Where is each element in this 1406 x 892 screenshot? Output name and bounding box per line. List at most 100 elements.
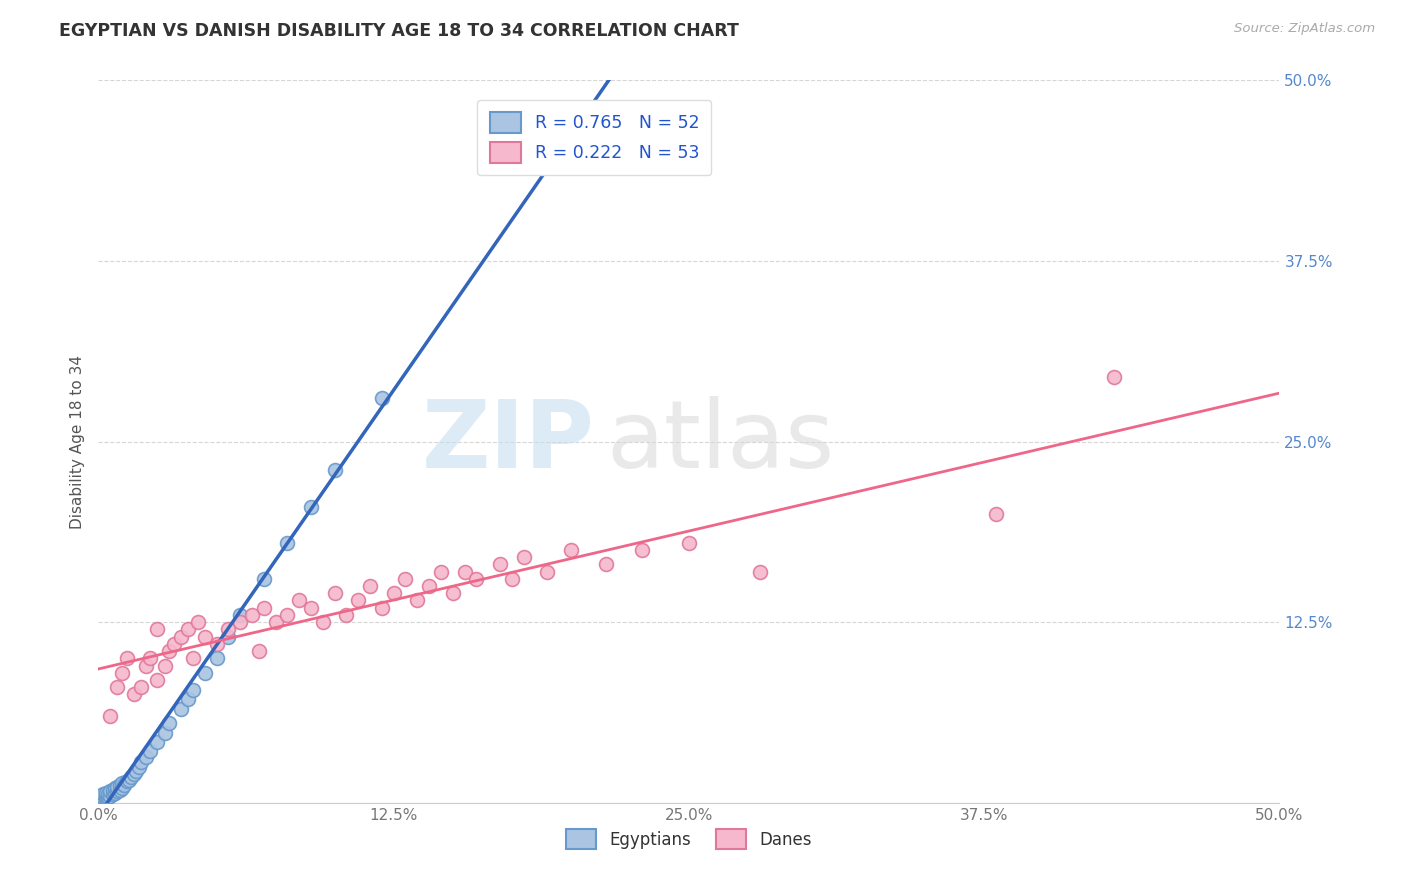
- Point: [170, 630, 193, 644]
- Point: [94, 789, 117, 803]
- Point: [371, 600, 394, 615]
- Point: [441, 586, 464, 600]
- Point: [139, 744, 162, 758]
- Point: [194, 630, 217, 644]
- Point: [122, 687, 145, 701]
- Point: [98, 709, 121, 723]
- Point: [135, 658, 157, 673]
- Point: [489, 558, 512, 572]
- Point: [111, 775, 134, 789]
- Point: [347, 593, 370, 607]
- Point: [94, 791, 117, 805]
- Point: [288, 593, 311, 607]
- Point: [560, 110, 582, 124]
- Point: [253, 600, 276, 615]
- Point: [512, 550, 534, 565]
- Point: [205, 651, 228, 665]
- Point: [87, 791, 110, 805]
- Point: [112, 779, 135, 793]
- Point: [97, 787, 120, 801]
- Point: [181, 651, 204, 665]
- Point: [678, 535, 700, 549]
- Point: [501, 572, 523, 586]
- Legend: Egyptians, Danes: Egyptians, Danes: [555, 819, 823, 860]
- Point: [94, 786, 117, 800]
- Point: [394, 572, 416, 586]
- Point: [87, 793, 110, 807]
- Point: [748, 565, 770, 579]
- Point: [181, 683, 204, 698]
- Point: [418, 579, 440, 593]
- Point: [984, 507, 1007, 521]
- Point: [194, 665, 217, 680]
- Point: [630, 542, 652, 557]
- Point: [163, 637, 186, 651]
- Point: [135, 749, 157, 764]
- Point: [129, 680, 152, 694]
- Point: [111, 665, 134, 680]
- Point: [170, 702, 193, 716]
- Point: [1102, 369, 1125, 384]
- Point: [104, 781, 127, 796]
- Point: [157, 644, 180, 658]
- Point: [121, 770, 143, 784]
- Point: [153, 658, 176, 673]
- Point: [101, 787, 124, 801]
- Point: [146, 735, 169, 749]
- Point: [453, 565, 475, 579]
- Point: [129, 756, 152, 770]
- Point: [98, 784, 121, 798]
- Point: [108, 782, 131, 797]
- Point: [115, 774, 138, 789]
- Point: [128, 760, 150, 774]
- Point: [276, 607, 298, 622]
- Point: [595, 558, 617, 572]
- Point: [98, 789, 121, 803]
- Y-axis label: Disability Age 18 to 34: Disability Age 18 to 34: [69, 354, 84, 529]
- Point: [87, 796, 110, 810]
- Point: [91, 793, 114, 807]
- Point: [105, 784, 128, 798]
- Text: EGYPTIAN VS DANISH DISABILITY AGE 18 TO 34 CORRELATION CHART: EGYPTIAN VS DANISH DISABILITY AGE 18 TO …: [59, 22, 740, 40]
- Text: atlas: atlas: [606, 395, 835, 488]
- Point: [276, 535, 298, 549]
- Point: [104, 786, 127, 800]
- Point: [247, 644, 270, 658]
- Point: [312, 615, 335, 630]
- Point: [153, 726, 176, 740]
- Point: [90, 794, 112, 808]
- Text: Source: ZipAtlas.com: Source: ZipAtlas.com: [1234, 22, 1375, 36]
- Point: [359, 579, 381, 593]
- Point: [560, 542, 582, 557]
- Point: [240, 607, 263, 622]
- Point: [229, 615, 252, 630]
- Point: [371, 391, 394, 405]
- Point: [187, 615, 209, 630]
- Point: [111, 781, 134, 796]
- Point: [299, 600, 322, 615]
- Point: [91, 790, 114, 805]
- Point: [536, 565, 558, 579]
- Point: [90, 791, 112, 805]
- Point: [125, 764, 148, 778]
- Point: [157, 716, 180, 731]
- Point: [205, 637, 228, 651]
- Point: [90, 789, 112, 803]
- Point: [382, 586, 405, 600]
- Point: [264, 615, 287, 630]
- Point: [139, 651, 162, 665]
- Point: [118, 772, 141, 787]
- Point: [105, 780, 128, 794]
- Point: [97, 790, 120, 805]
- Point: [465, 572, 488, 586]
- Point: [146, 673, 169, 687]
- Point: [217, 630, 239, 644]
- Point: [323, 586, 346, 600]
- Point: [406, 593, 429, 607]
- Point: [115, 651, 138, 665]
- Point: [253, 572, 276, 586]
- Point: [105, 680, 128, 694]
- Text: ZIP: ZIP: [422, 395, 595, 488]
- Point: [91, 787, 114, 801]
- Point: [177, 623, 200, 637]
